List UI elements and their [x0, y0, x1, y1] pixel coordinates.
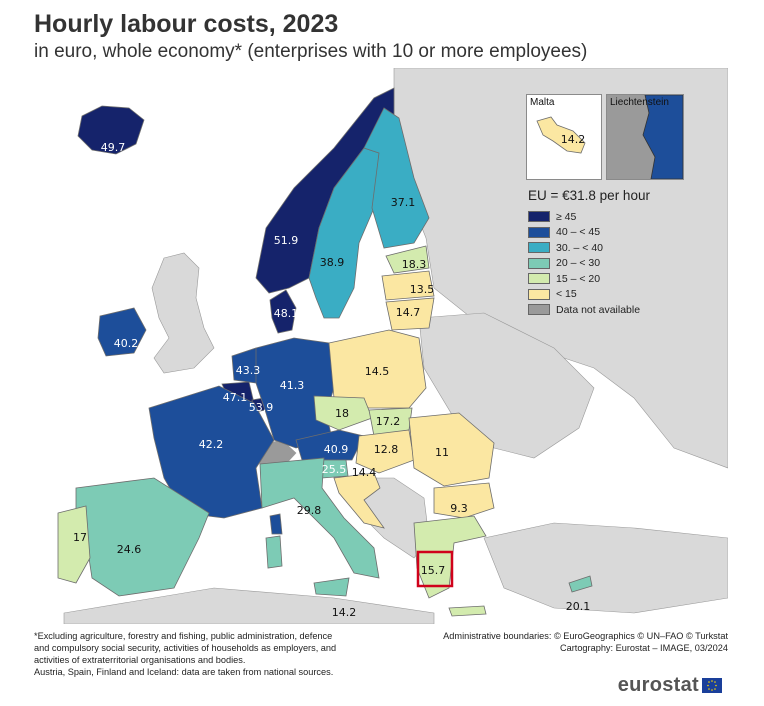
label-estonia: 18.3 [402, 258, 427, 271]
label-czechia: 18 [335, 407, 349, 420]
legend-item: 40 – < 45 [528, 225, 718, 241]
region-cyprus [568, 575, 593, 593]
legend-swatch [528, 304, 550, 316]
label-slovenia: 25.5 [322, 463, 347, 476]
region-crete [448, 605, 487, 617]
legend-label: ≥ 45 [556, 210, 577, 223]
inset-malta-value: 14.2 [561, 133, 586, 146]
legend-label: < 15 [556, 288, 577, 301]
legend-label: 15 – < 20 [556, 272, 601, 285]
region-sicily [313, 577, 350, 597]
legend-swatch [528, 288, 550, 300]
label-sweden: 38.9 [320, 256, 345, 269]
footnote: *Excluding agriculture, forestry and fis… [34, 630, 394, 678]
credits: Administrative boundaries: © EuroGeograp… [443, 630, 728, 654]
region-estonia [385, 245, 430, 274]
inset-malta: Malta 14.2 [526, 94, 602, 180]
map-title: Hourly labour costs, 2023 [34, 10, 339, 38]
legend-label: Data not available [556, 303, 641, 316]
region-romania [408, 412, 495, 487]
value-labels: 49.7 51.9 38.9 37.1 18.3 13.5 14.7 48.1 … [73, 141, 590, 619]
inset-malta-title: Malta [530, 97, 555, 108]
map-canvas: 49.7 51.9 38.9 37.1 18.3 13.5 14.7 48.1 … [34, 68, 728, 624]
legend-item: Data not available [528, 302, 718, 318]
liechtenstein-shape [642, 95, 683, 179]
label-hungary: 12.8 [374, 443, 399, 456]
region-lithuania [385, 297, 435, 331]
legend-item: ≥ 45 [528, 209, 718, 225]
region-czechia [313, 395, 373, 431]
region-sardinia [265, 535, 283, 569]
region-latvia [381, 270, 435, 301]
footnote-line: *Excluding agriculture, forestry and fis… [34, 631, 333, 641]
label-croatia: 14.4 [352, 466, 377, 479]
label-romania: 11 [435, 446, 449, 459]
footnote-line: activities of extraterritorial organisat… [34, 655, 246, 665]
legend-swatch [528, 242, 550, 254]
label-portugal: 17 [73, 531, 87, 544]
region-uk [151, 252, 215, 374]
label-netherlands: 43.3 [236, 364, 261, 377]
legend-item: 30. – < 40 [528, 240, 718, 256]
eurostat-logo: eurostat [618, 674, 722, 697]
region-iceland [77, 105, 145, 155]
region-portugal [57, 505, 91, 584]
region-corsica [269, 513, 283, 535]
label-france: 42.2 [199, 438, 224, 451]
region-italy [259, 457, 380, 579]
legend-item: 15 – < 20 [528, 271, 718, 287]
region-finland [363, 107, 430, 249]
label-norway: 51.9 [274, 234, 299, 247]
region-bulgaria [433, 482, 495, 519]
malta-shape: 14.2 [536, 116, 586, 154]
eu-flag-icon [702, 678, 722, 693]
label-belgium: 47.1 [223, 391, 248, 404]
label-italy: 29.8 [297, 504, 322, 517]
region-denmark [269, 289, 297, 334]
legend-swatch [528, 257, 550, 269]
label-denmark: 48.1 [274, 307, 299, 320]
legend-label: 20 – < 30 [556, 257, 601, 270]
label-finland: 37.1 [391, 196, 416, 209]
region-ireland [97, 307, 147, 357]
legend-item: < 15 [528, 287, 718, 303]
credit-line: Cartography: Eurostat – IMAGE, 03/2024 [559, 643, 728, 653]
label-malta: 14.2 [332, 606, 357, 619]
label-bulgaria: 9.3 [450, 502, 468, 515]
label-slovakia: 17.2 [376, 415, 401, 428]
logo-text: eurostat [617, 674, 699, 696]
label-ireland: 40.2 [114, 337, 139, 350]
legend-title: EU = €31.8 per hour [528, 188, 650, 203]
legend-item: 20 – < 30 [528, 256, 718, 272]
label-germany: 41.3 [280, 379, 305, 392]
footnote-line: and compulsory social security, activiti… [34, 643, 337, 653]
credit-line: Administrative boundaries: © EuroGeograp… [443, 631, 728, 641]
legend-label: 40 – < 45 [556, 226, 601, 239]
label-poland: 14.5 [365, 365, 390, 378]
label-luxembourg: 53.9 [249, 401, 274, 414]
legend: EU = €31.8 per hour ≥ 45 40 – < 45 30. – <… [528, 188, 718, 318]
region-hungary [355, 429, 415, 474]
region-turkey [483, 522, 728, 614]
label-spain: 24.6 [117, 543, 142, 556]
label-lithuania: 14.7 [396, 306, 421, 319]
label-latvia: 13.5 [410, 283, 435, 296]
footnote-line: Austria, Spain, Finland and Iceland: dat… [34, 667, 334, 677]
region-croatia [333, 472, 385, 529]
legend-swatch [528, 273, 550, 285]
label-austria: 40.9 [324, 443, 349, 456]
region-north-africa [63, 587, 435, 624]
label-greece: 15.7 [421, 564, 446, 577]
region-sweden [308, 147, 380, 319]
highlight-box [416, 550, 454, 588]
legend-swatch [528, 226, 550, 238]
legend-label: 30. – < 40 [556, 241, 603, 254]
label-iceland: 49.7 [101, 141, 126, 154]
map-subtitle: in euro, whole economy* (enterprises wit… [34, 41, 588, 62]
inset-liechtenstein: Liechtenstein [606, 94, 684, 180]
inset-liechtenstein-title: Liechtenstein [610, 97, 669, 108]
legend-swatch [528, 211, 550, 223]
label-cyprus: 20.1 [566, 600, 591, 613]
